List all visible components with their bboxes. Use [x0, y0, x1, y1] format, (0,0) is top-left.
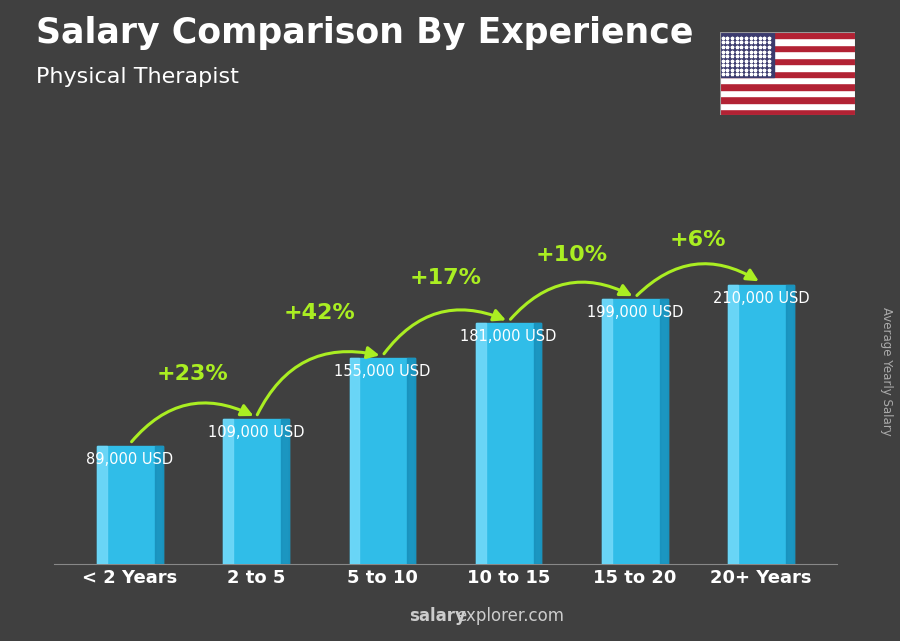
- Bar: [720, 77, 855, 83]
- Bar: [97, 445, 163, 564]
- Bar: [720, 38, 855, 45]
- Bar: [155, 445, 163, 564]
- Bar: [720, 32, 774, 77]
- Bar: [720, 58, 855, 64]
- Bar: [728, 285, 794, 564]
- Bar: [728, 285, 738, 564]
- Text: 199,000 USD: 199,000 USD: [587, 305, 683, 320]
- Text: +42%: +42%: [284, 303, 356, 323]
- Bar: [602, 299, 612, 564]
- Text: 89,000 USD: 89,000 USD: [86, 452, 174, 467]
- Bar: [720, 109, 855, 115]
- Text: 210,000 USD: 210,000 USD: [713, 291, 809, 306]
- Text: +10%: +10%: [536, 244, 608, 265]
- Text: 155,000 USD: 155,000 USD: [334, 364, 430, 379]
- Bar: [534, 323, 542, 564]
- Bar: [97, 445, 107, 564]
- Bar: [281, 419, 289, 564]
- Bar: [720, 45, 855, 51]
- Text: Physical Therapist: Physical Therapist: [36, 67, 238, 87]
- Text: explorer.com: explorer.com: [456, 607, 564, 625]
- Bar: [720, 96, 855, 103]
- Bar: [223, 419, 233, 564]
- Bar: [720, 51, 855, 58]
- Text: 109,000 USD: 109,000 USD: [208, 425, 304, 440]
- Bar: [720, 32, 855, 38]
- Bar: [720, 83, 855, 90]
- Bar: [720, 90, 855, 96]
- Bar: [660, 299, 668, 564]
- Text: Salary Comparison By Experience: Salary Comparison By Experience: [36, 16, 693, 50]
- Bar: [720, 64, 855, 71]
- Text: +17%: +17%: [410, 269, 482, 288]
- Bar: [476, 323, 486, 564]
- Bar: [349, 358, 359, 564]
- Bar: [223, 419, 289, 564]
- Bar: [602, 299, 668, 564]
- Text: +23%: +23%: [157, 364, 229, 385]
- Text: Average Yearly Salary: Average Yearly Salary: [880, 308, 893, 436]
- Text: +6%: +6%: [670, 230, 726, 250]
- Bar: [476, 323, 542, 564]
- Bar: [408, 358, 415, 564]
- Text: 181,000 USD: 181,000 USD: [461, 329, 557, 344]
- Bar: [349, 358, 415, 564]
- Bar: [787, 285, 794, 564]
- Text: salary: salary: [410, 607, 466, 625]
- Bar: [720, 103, 855, 109]
- Bar: [720, 71, 855, 77]
